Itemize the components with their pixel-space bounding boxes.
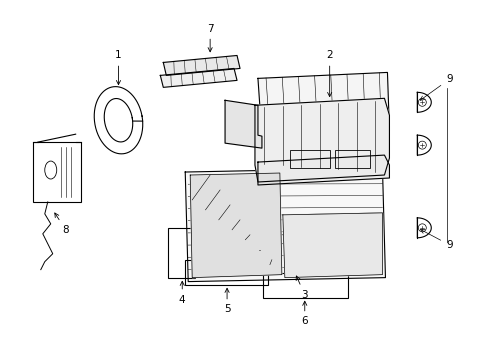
Bar: [334, 150, 369, 168]
Text: 5: 5: [224, 288, 230, 315]
Bar: [289, 150, 329, 168]
Bar: [263, 273, 347, 298]
Polygon shape: [185, 168, 385, 282]
Polygon shape: [282, 213, 382, 278]
Polygon shape: [163, 55, 240, 75]
Polygon shape: [224, 100, 262, 148]
Polygon shape: [160, 68, 237, 87]
Text: 3: 3: [296, 276, 307, 300]
Text: 9: 9: [420, 229, 451, 250]
Text: 2: 2: [325, 50, 332, 96]
Polygon shape: [254, 98, 388, 182]
Polygon shape: [258, 155, 388, 185]
Polygon shape: [190, 173, 281, 278]
Text: 9: 9: [419, 75, 451, 100]
Text: 8: 8: [55, 213, 69, 235]
Text: 4: 4: [179, 281, 185, 305]
Text: 7: 7: [206, 24, 213, 52]
Bar: [33, 142, 81, 202]
Text: 6: 6: [301, 301, 307, 327]
Text: 1: 1: [115, 50, 122, 85]
Bar: [168, 228, 195, 278]
Bar: [185, 260, 267, 285]
Polygon shape: [258, 72, 388, 136]
